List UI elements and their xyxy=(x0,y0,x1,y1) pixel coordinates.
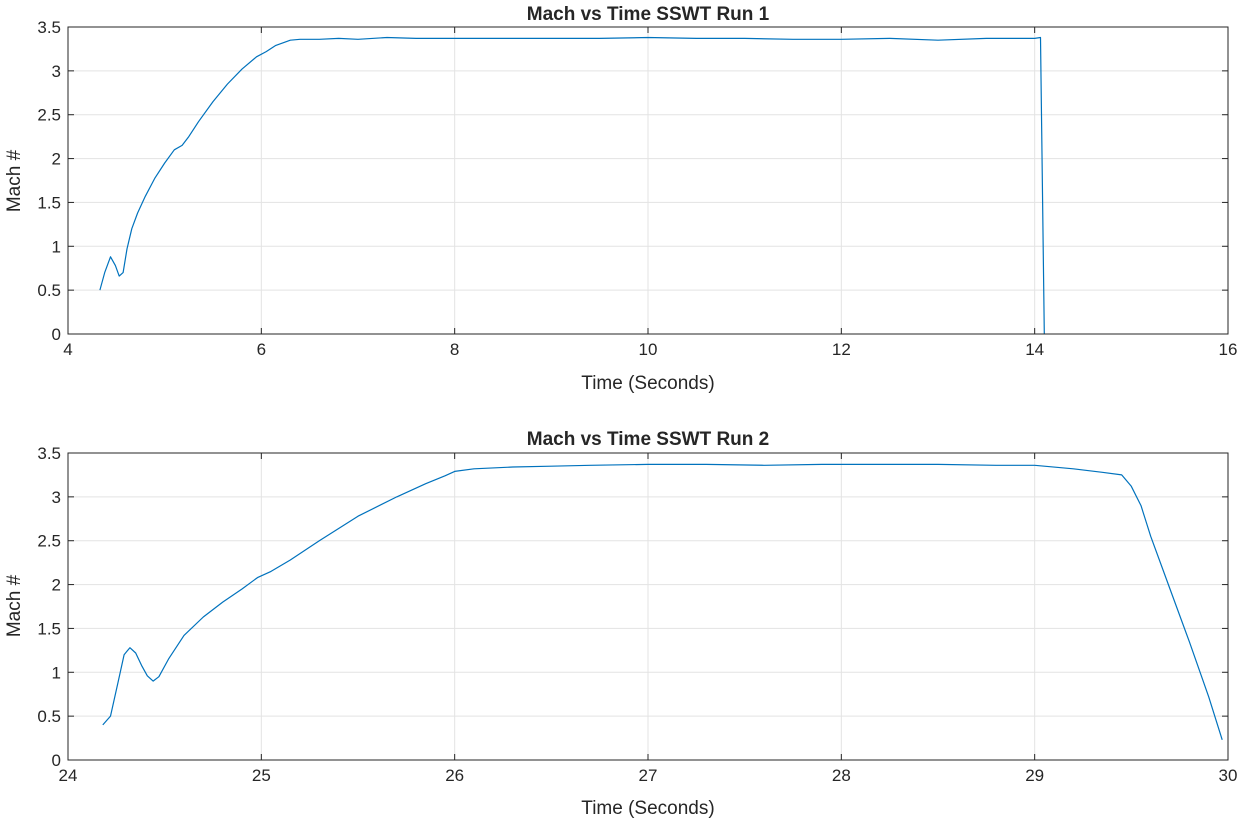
chart-run-1: Mach vs Time SSWT Run 1 Time (Seconds) M… xyxy=(4,4,1237,394)
y-tick-label: 1 xyxy=(52,237,61,256)
y-tick-label: 0 xyxy=(52,751,61,770)
x-tick-label: 28 xyxy=(832,766,851,785)
y-axis-label: Mach # xyxy=(4,574,25,637)
x-tick-label: 12 xyxy=(832,340,851,359)
x-axis-label: Time (Seconds) xyxy=(581,373,714,394)
series-line xyxy=(102,463,1223,740)
x-tick-label: 30 xyxy=(1219,766,1238,785)
x-tick-label: 16 xyxy=(1219,340,1238,359)
y-tick-label: 1.5 xyxy=(37,619,61,638)
x-tick-label: 10 xyxy=(639,340,658,359)
y-tick-label: 2 xyxy=(52,576,61,595)
y-tick-label: 2.5 xyxy=(37,532,61,551)
y-tick-label: 0.5 xyxy=(37,707,61,726)
x-tick-label: 29 xyxy=(1025,766,1044,785)
series-line xyxy=(99,36,1045,335)
y-tick-label: 0.5 xyxy=(37,281,61,300)
y-tick-label: 2 xyxy=(52,150,61,169)
x-tick-label: 24 xyxy=(59,766,78,785)
y-tick-label: 1.5 xyxy=(37,193,61,212)
y-tick-label: 3.5 xyxy=(37,18,61,37)
y-tick-label: 1 xyxy=(52,663,61,682)
y-tick-label: 3 xyxy=(52,488,61,507)
x-tick-label: 14 xyxy=(1025,340,1044,359)
chart-title: Mach vs Time SSWT Run 1 xyxy=(527,4,770,25)
y-tick-label: 0 xyxy=(52,325,61,344)
y-tick-label: 3 xyxy=(52,62,61,81)
y-tick-label: 3.5 xyxy=(37,444,61,463)
x-tick-label: 4 xyxy=(63,340,72,359)
y-axis-label: Mach # xyxy=(4,149,25,212)
x-tick-label: 25 xyxy=(252,766,271,785)
x-axis-label: Time (Seconds) xyxy=(581,798,714,819)
chart-run-2: Mach vs Time SSWT Run 2 Time (Seconds) M… xyxy=(4,429,1237,819)
y-tick-label: 2.5 xyxy=(37,106,61,125)
x-tick-label: 27 xyxy=(639,766,658,785)
x-tick-label: 26 xyxy=(445,766,464,785)
chart-title: Mach vs Time SSWT Run 2 xyxy=(527,429,769,450)
x-tick-label: 6 xyxy=(257,340,266,359)
x-tick-label: 8 xyxy=(450,340,459,359)
